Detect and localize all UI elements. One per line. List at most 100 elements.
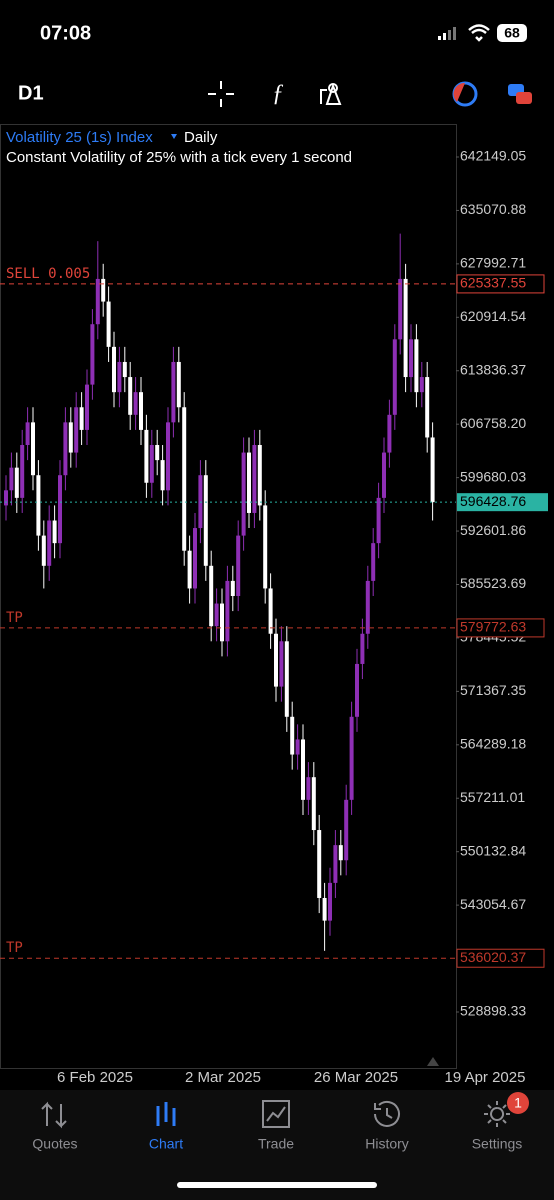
candle-body <box>160 460 165 491</box>
candle-body <box>409 339 413 378</box>
level-label: SELL 0.005 <box>6 266 90 282</box>
candle-body <box>301 739 305 800</box>
x-tick-label: 26 Mar 2025 <box>314 1069 398 1086</box>
crosshair-icon[interactable] <box>208 81 234 107</box>
trade-signal-icon[interactable] <box>452 81 478 107</box>
candle-body <box>241 452 246 536</box>
candle-body <box>112 346 116 393</box>
candle-body <box>430 437 435 503</box>
badge-count: 1 <box>514 1095 522 1111</box>
tab-label[interactable]: Chart <box>149 1136 183 1152</box>
tab-label[interactable]: Quotes <box>32 1136 77 1152</box>
candle-body <box>392 339 397 415</box>
y-tick-label: 528898.33 <box>460 1003 526 1019</box>
tab-icon[interactable] <box>156 1102 176 1126</box>
candle-body <box>25 422 30 446</box>
candle-body <box>236 535 241 596</box>
tab-label[interactable]: History <box>365 1136 409 1152</box>
tab-icon-path <box>484 1101 510 1127</box>
candle-body <box>52 520 57 544</box>
candle-body <box>117 361 122 393</box>
tab-label[interactable]: Trade <box>258 1136 294 1152</box>
y-tick-label: 585523.69 <box>460 575 526 591</box>
candle-body <box>171 361 176 423</box>
candle-body <box>36 475 41 536</box>
candle-body <box>322 897 327 921</box>
x-tick-label: 6 Feb 2025 <box>57 1069 133 1086</box>
y-tick-label: 599680.03 <box>460 468 526 484</box>
y-tick-label: 592601.86 <box>460 522 526 538</box>
y-tick-label: 627992.71 <box>460 255 526 271</box>
candle-body <box>344 799 349 861</box>
candle-body <box>349 716 354 800</box>
candle-body <box>47 520 52 566</box>
candle-body <box>214 603 219 627</box>
account-icon[interactable] <box>508 84 532 104</box>
candle-body <box>144 429 149 483</box>
candle-body <box>268 588 273 634</box>
candle-body <box>220 603 224 642</box>
candle-body <box>279 641 284 687</box>
home-indicator <box>177 1182 377 1188</box>
indicator-icon[interactable]: ƒ <box>272 81 284 107</box>
y-tick-label: 564289.18 <box>460 736 526 752</box>
candle-body <box>187 550 192 589</box>
chart-period: Daily <box>184 129 218 146</box>
timeframe[interactable]: D1 <box>18 82 44 104</box>
tab-label[interactable]: Settings <box>472 1136 523 1152</box>
candle-body <box>149 445 154 483</box>
candle-body <box>387 414 392 453</box>
candle-body <box>74 407 79 453</box>
candle-body <box>139 392 143 430</box>
y-tick-label: 613836.37 <box>460 361 526 377</box>
chart-subtitle: Constant Volatility of 25% with a tick e… <box>6 149 352 166</box>
candle-body <box>85 384 89 430</box>
candle-body <box>41 535 46 566</box>
battery-icon <box>497 24 527 42</box>
tab-icon[interactable] <box>484 1101 510 1127</box>
candle-body <box>425 377 430 438</box>
level-label: TP <box>6 940 23 956</box>
wifi-icon <box>468 24 490 42</box>
level-price-box <box>456 274 545 294</box>
candle-body <box>58 475 62 544</box>
candle-body <box>209 565 214 627</box>
candle-body <box>90 324 95 385</box>
tab-icon-path <box>156 1102 176 1126</box>
candle-body <box>247 452 251 513</box>
candle-body <box>198 475 203 529</box>
tab-icon[interactable] <box>262 1100 290 1128</box>
candle-body <box>14 467 19 498</box>
battery-level: 68 <box>504 25 520 41</box>
candle-body <box>360 633 365 664</box>
y-tick-label: 571367.35 <box>460 682 526 698</box>
objects-icon[interactable] <box>320 83 342 105</box>
candle-body <box>398 278 403 340</box>
candle-body <box>376 497 381 544</box>
y-tick-label: 550132.84 <box>460 842 526 858</box>
candle-body <box>9 467 14 491</box>
candle-body <box>95 278 100 325</box>
tab-icon-path <box>374 1100 400 1127</box>
level-price-box <box>456 948 545 968</box>
candle-body <box>257 445 262 506</box>
candle-body <box>371 543 376 581</box>
tab-icon[interactable] <box>41 1101 67 1129</box>
candle-body <box>182 407 187 551</box>
tab-icon[interactable] <box>374 1100 400 1127</box>
signal-icon <box>438 27 456 40</box>
candle-body <box>274 633 278 687</box>
y-tick-label: 620914.54 <box>460 308 526 324</box>
candle-body <box>122 361 127 378</box>
candle-body <box>4 490 8 506</box>
candle-body <box>203 475 208 566</box>
candle-body <box>31 422 35 476</box>
scroll-marker <box>427 1057 439 1066</box>
candle-body <box>382 452 386 498</box>
candle-body <box>79 407 84 430</box>
symbol-dropdown[interactable] <box>171 134 177 139</box>
tab-icon-path <box>41 1101 67 1129</box>
chart-title[interactable]: Volatility 25 (1s) Index <box>6 129 153 146</box>
